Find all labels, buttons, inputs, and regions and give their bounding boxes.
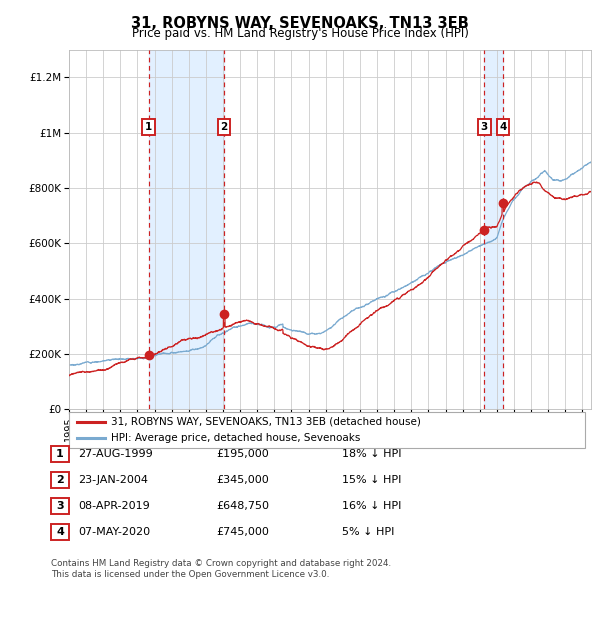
Text: 07-MAY-2020: 07-MAY-2020 [78,527,150,537]
Text: 3: 3 [56,501,64,511]
Text: £195,000: £195,000 [216,449,269,459]
Text: £745,000: £745,000 [216,527,269,537]
Text: 2: 2 [221,122,228,132]
Text: 3: 3 [481,122,488,132]
Text: 16% ↓ HPI: 16% ↓ HPI [342,501,401,511]
Text: 31, ROBYNS WAY, SEVENOAKS, TN13 3EB (detached house): 31, ROBYNS WAY, SEVENOAKS, TN13 3EB (det… [111,417,421,427]
Text: Price paid vs. HM Land Registry's House Price Index (HPI): Price paid vs. HM Land Registry's House … [131,27,469,40]
Bar [149,50,224,409]
Text: 23-JAN-2004: 23-JAN-2004 [78,475,148,485]
Text: 2: 2 [56,475,64,485]
Text: 31, ROBYNS WAY, SEVENOAKS, TN13 3EB: 31, ROBYNS WAY, SEVENOAKS, TN13 3EB [131,16,469,30]
Text: 27-AUG-1999: 27-AUG-1999 [78,449,153,459]
Bar [484,50,503,409]
Text: 18% ↓ HPI: 18% ↓ HPI [342,449,401,459]
Text: 08-APR-2019: 08-APR-2019 [78,501,150,511]
Text: 5% ↓ HPI: 5% ↓ HPI [342,527,394,537]
Text: HPI: Average price, detached house, Sevenoaks: HPI: Average price, detached house, Seve… [111,433,361,443]
Text: £345,000: £345,000 [216,475,269,485]
Text: Contains HM Land Registry data © Crown copyright and database right 2024.
This d: Contains HM Land Registry data © Crown c… [51,559,391,578]
Text: 15% ↓ HPI: 15% ↓ HPI [342,475,401,485]
Text: 4: 4 [499,122,506,132]
Text: 1: 1 [56,449,64,459]
Text: £648,750: £648,750 [216,501,269,511]
Text: 1: 1 [145,122,152,132]
Text: 4: 4 [56,527,64,537]
